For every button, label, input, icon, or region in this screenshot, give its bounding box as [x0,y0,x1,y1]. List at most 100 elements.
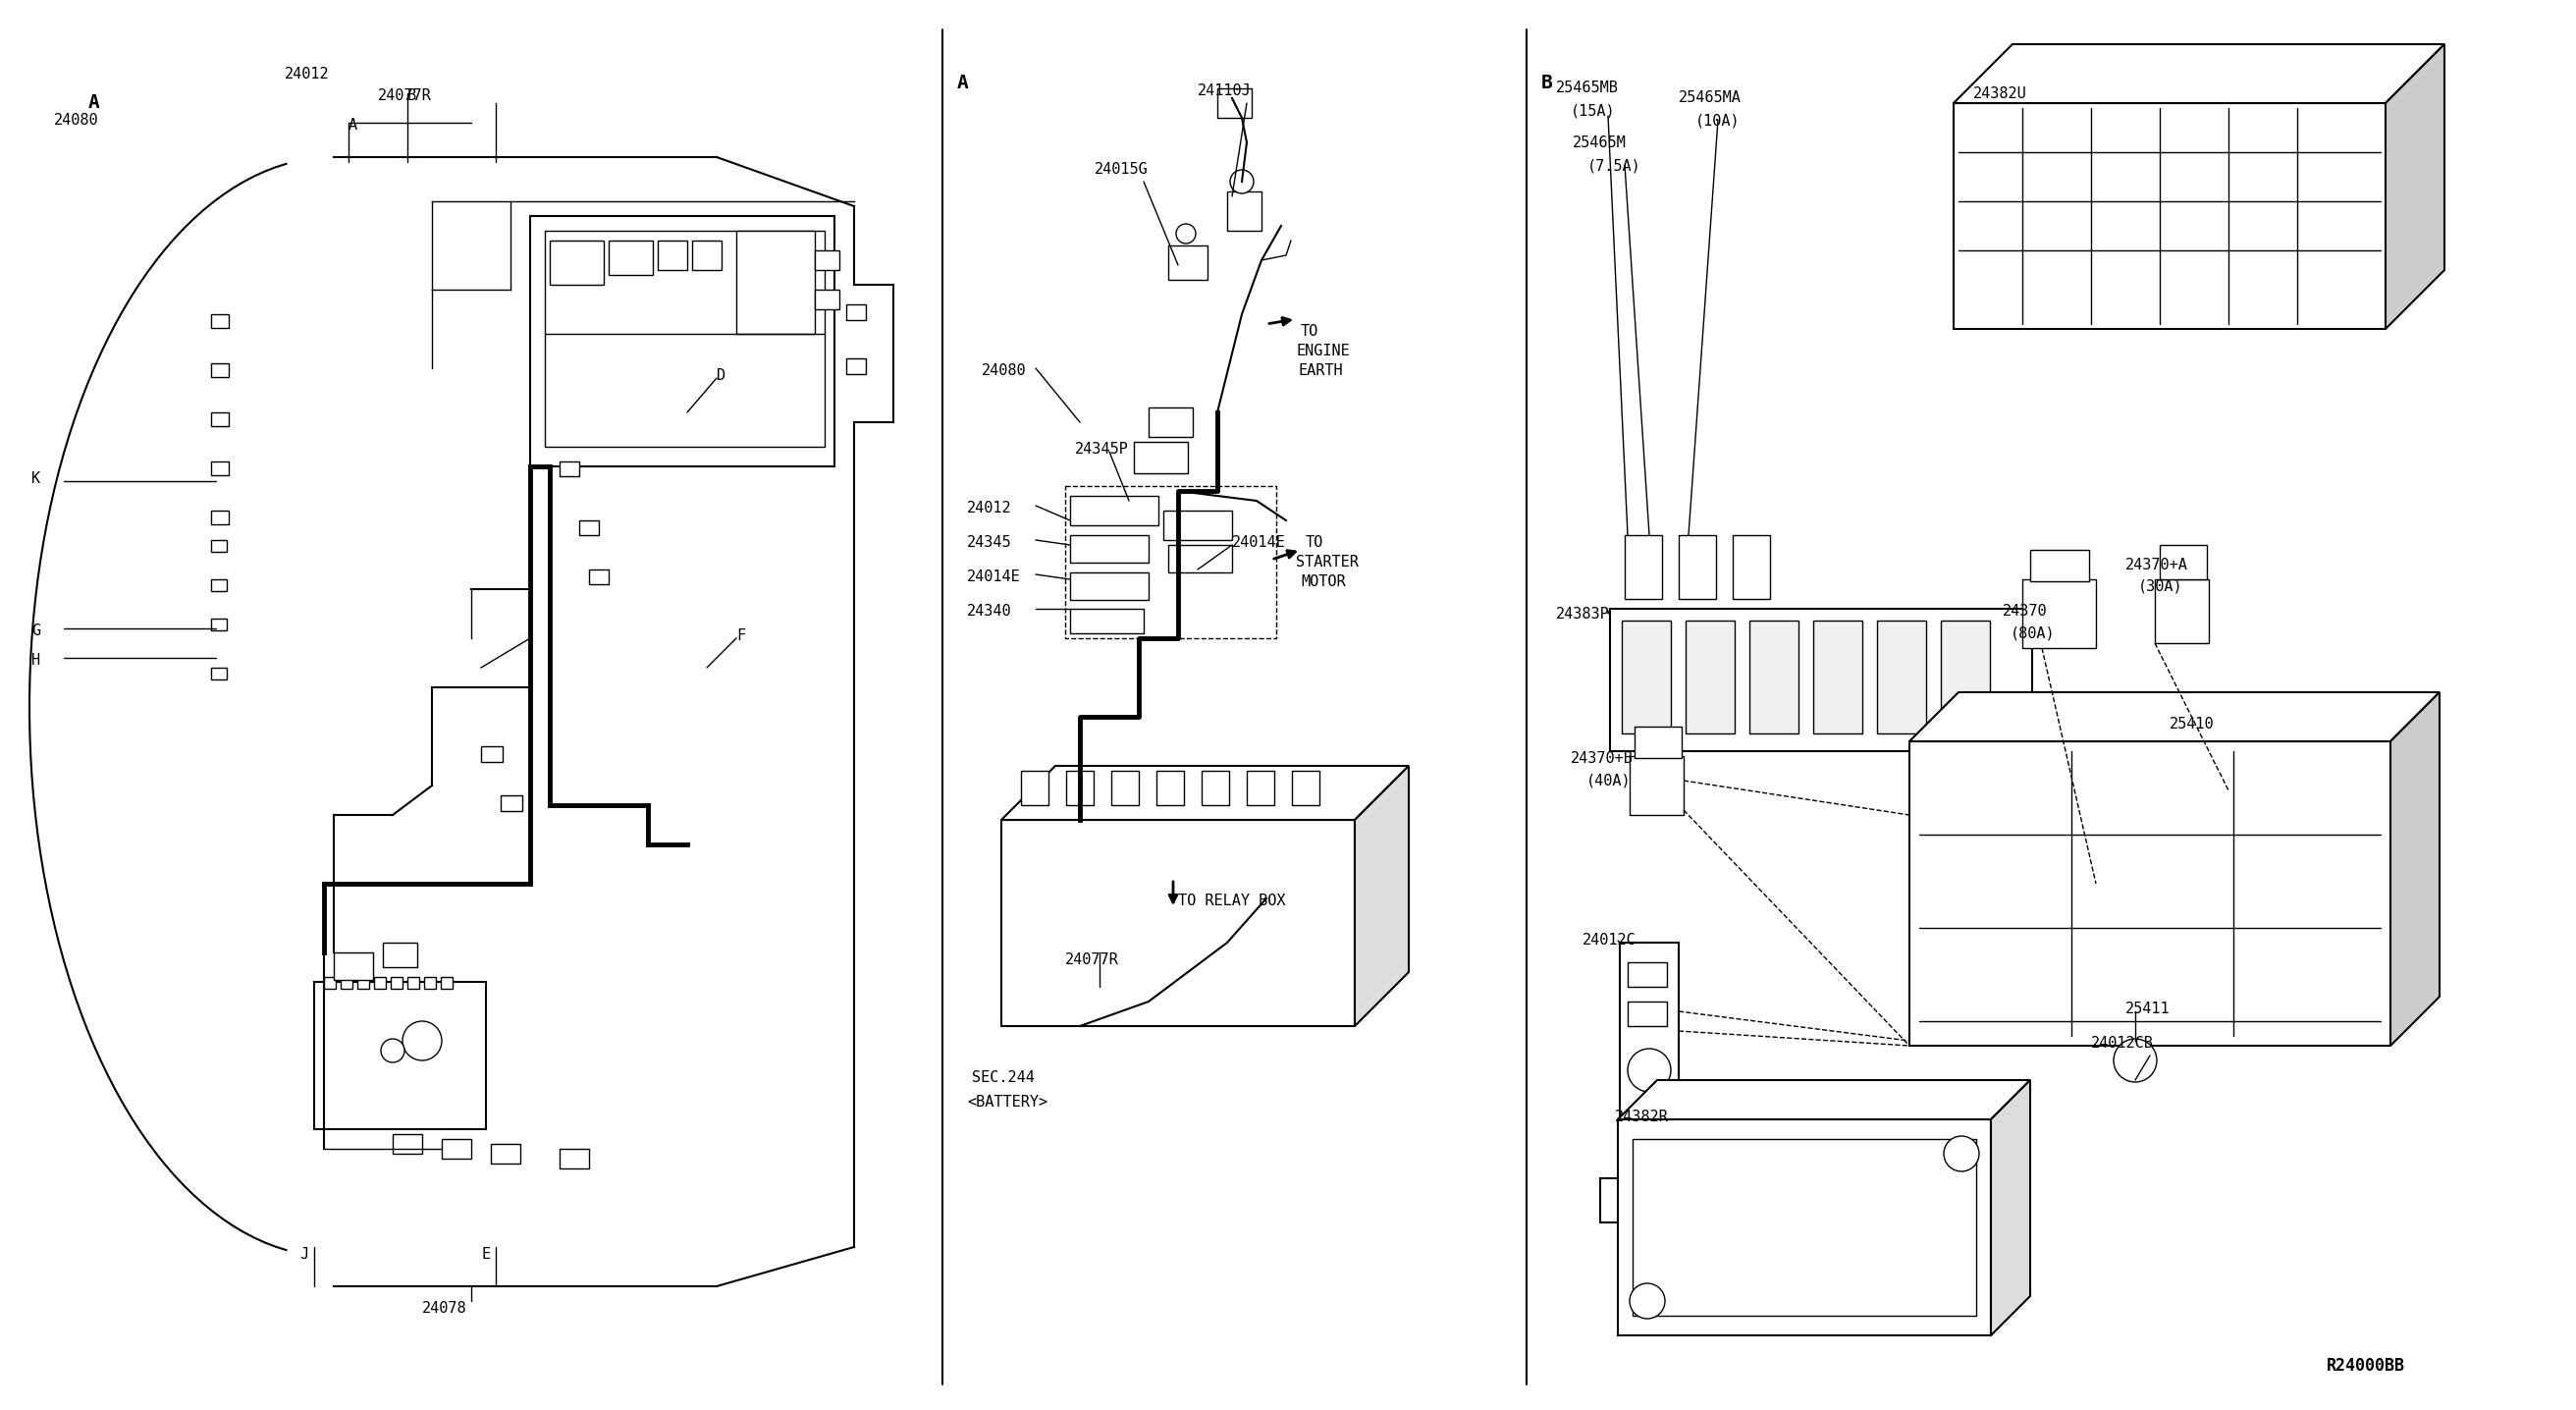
Text: H: H [31,653,41,668]
Bar [848,305,866,320]
Bar [1620,943,1680,1222]
Bar [693,241,721,271]
Bar [211,364,229,376]
Bar [392,977,402,988]
Bar [1685,620,1734,733]
Bar [1631,756,1685,815]
Bar [608,241,652,275]
Bar [440,1139,471,1159]
Bar [546,231,824,447]
Bar [549,241,603,285]
Text: 25465M: 25465M [1574,135,1625,151]
Bar [211,314,229,329]
Text: 25465MB: 25465MB [1556,80,1618,96]
Text: (7.5A): (7.5A) [1587,159,1641,173]
Circle shape [402,1021,440,1060]
Text: D: D [716,368,726,384]
Bar [440,977,453,988]
Text: R24000BB: R24000BB [2326,1356,2406,1375]
Bar [211,540,227,551]
Bar [1218,89,1252,118]
Bar [559,1149,590,1169]
Text: SEC.244: SEC.244 [971,1070,1036,1084]
Bar [580,520,598,536]
Text: (30A): (30A) [2138,580,2182,594]
Bar [2156,580,2208,643]
Polygon shape [1002,766,1409,819]
Text: 24077R: 24077R [1064,952,1118,967]
Bar [737,231,814,334]
Bar [814,251,840,271]
Polygon shape [1991,1080,2030,1335]
Text: MOTOR: MOTOR [1301,574,1345,589]
Bar [1200,771,1229,805]
Text: 24370+B: 24370+B [1571,752,1633,766]
Bar [1618,1120,1991,1335]
Bar [335,952,374,980]
Text: 24340: 24340 [966,603,1012,619]
Bar [1069,496,1159,526]
Bar [1628,962,1667,987]
Circle shape [1177,224,1195,244]
Text: 25465MA: 25465MA [1680,90,1741,106]
Bar [425,977,435,988]
Bar [211,668,227,680]
Text: (80A): (80A) [2009,626,2056,642]
Bar [1170,245,1208,279]
Text: 24012: 24012 [286,66,330,82]
Bar [482,746,502,761]
Text: (40A): (40A) [1587,774,1631,788]
Bar [358,977,368,988]
Bar [1623,620,1672,733]
Bar [211,619,227,630]
Text: E: E [482,1246,489,1262]
Bar [392,1134,422,1153]
Bar [340,977,353,988]
Bar [314,981,487,1129]
Bar [1157,771,1185,805]
Polygon shape [1618,1080,2030,1120]
Polygon shape [2391,692,2439,1046]
Text: 25410: 25410 [2169,716,2215,732]
Text: STARTER: STARTER [1296,554,1358,570]
Bar [492,1144,520,1163]
Text: ENGINE: ENGINE [1296,344,1350,358]
Bar [1940,620,1989,733]
Bar [1633,1139,1976,1316]
Bar [1878,620,1927,733]
Text: 24014E: 24014E [1231,536,1285,550]
Bar [211,412,229,426]
Circle shape [1231,169,1255,193]
Text: (15A): (15A) [1571,103,1615,118]
Text: B: B [1540,73,1553,92]
Bar [559,461,580,477]
Bar [374,977,386,988]
Text: J: J [299,1246,309,1262]
Bar [1066,771,1095,805]
Text: A: A [958,73,969,92]
Text: 24012: 24012 [966,501,1012,516]
Bar [1625,536,1662,599]
Bar [1226,192,1262,231]
Bar [1814,620,1862,733]
Bar [384,943,417,967]
Text: G: G [31,623,41,639]
Text: F: F [737,629,744,643]
Text: TO RELAY BOX: TO RELAY BOX [1177,894,1285,908]
Text: 24345P: 24345P [1074,441,1128,457]
Bar [1069,609,1144,633]
Text: A: A [88,93,100,111]
Bar [2159,544,2208,580]
Bar [814,289,840,309]
Bar [1293,771,1319,805]
Bar [1680,536,1716,599]
Bar [1002,819,1355,1026]
Bar [325,977,335,988]
Bar [531,216,835,467]
Bar [211,580,227,591]
Polygon shape [1355,766,1409,1026]
Bar [2022,580,2097,649]
Bar [1909,742,2391,1046]
Text: (10A): (10A) [1695,113,1741,128]
Polygon shape [1909,692,2439,742]
